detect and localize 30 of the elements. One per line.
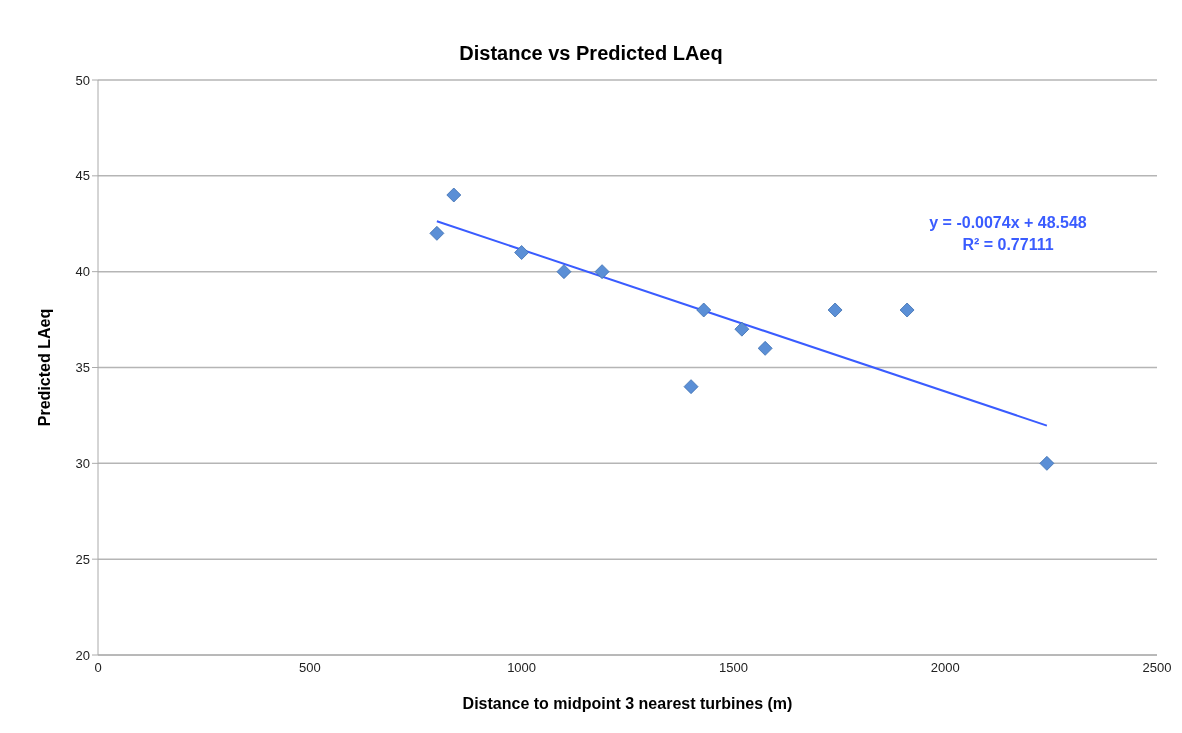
annotation: R² = 0.77111 [961,235,1055,255]
point [514,245,529,260]
point [1039,455,1055,471]
point [899,302,915,318]
point [696,302,712,318]
x-tick-label: 1000 [507,660,537,676]
y-tick-label: 50 [75,72,90,88]
chart-title: Distance vs Predicted LAeq [458,42,724,65]
point [757,340,773,356]
point [429,225,445,241]
point [556,264,572,280]
x-tick-label: 500 [298,660,321,676]
x-tick-label: 1500 [718,660,748,676]
y-tick-label: 20 [75,647,90,663]
point [734,321,750,337]
x-tick-label: 0 [94,660,102,676]
y-axis-title: Predicted LAeq [35,308,53,427]
y-tick-label: 25 [75,551,90,567]
x-tick-label: 2000 [930,660,960,676]
x-tick-label: 2500 [1142,660,1172,676]
point [446,187,462,203]
x-axis-title: Distance to midpoint 3 nearest turbines (m) [462,695,793,712]
y-tick-label: 35 [75,360,90,376]
point [594,264,610,280]
y-tick-label: 40 [75,264,90,280]
annotation: y = -0.0074x + 48.548 [928,213,1088,233]
point [827,302,843,318]
point [683,379,699,395]
y-tick-label: 45 [75,168,90,184]
y-tick-label: 30 [75,455,90,471]
